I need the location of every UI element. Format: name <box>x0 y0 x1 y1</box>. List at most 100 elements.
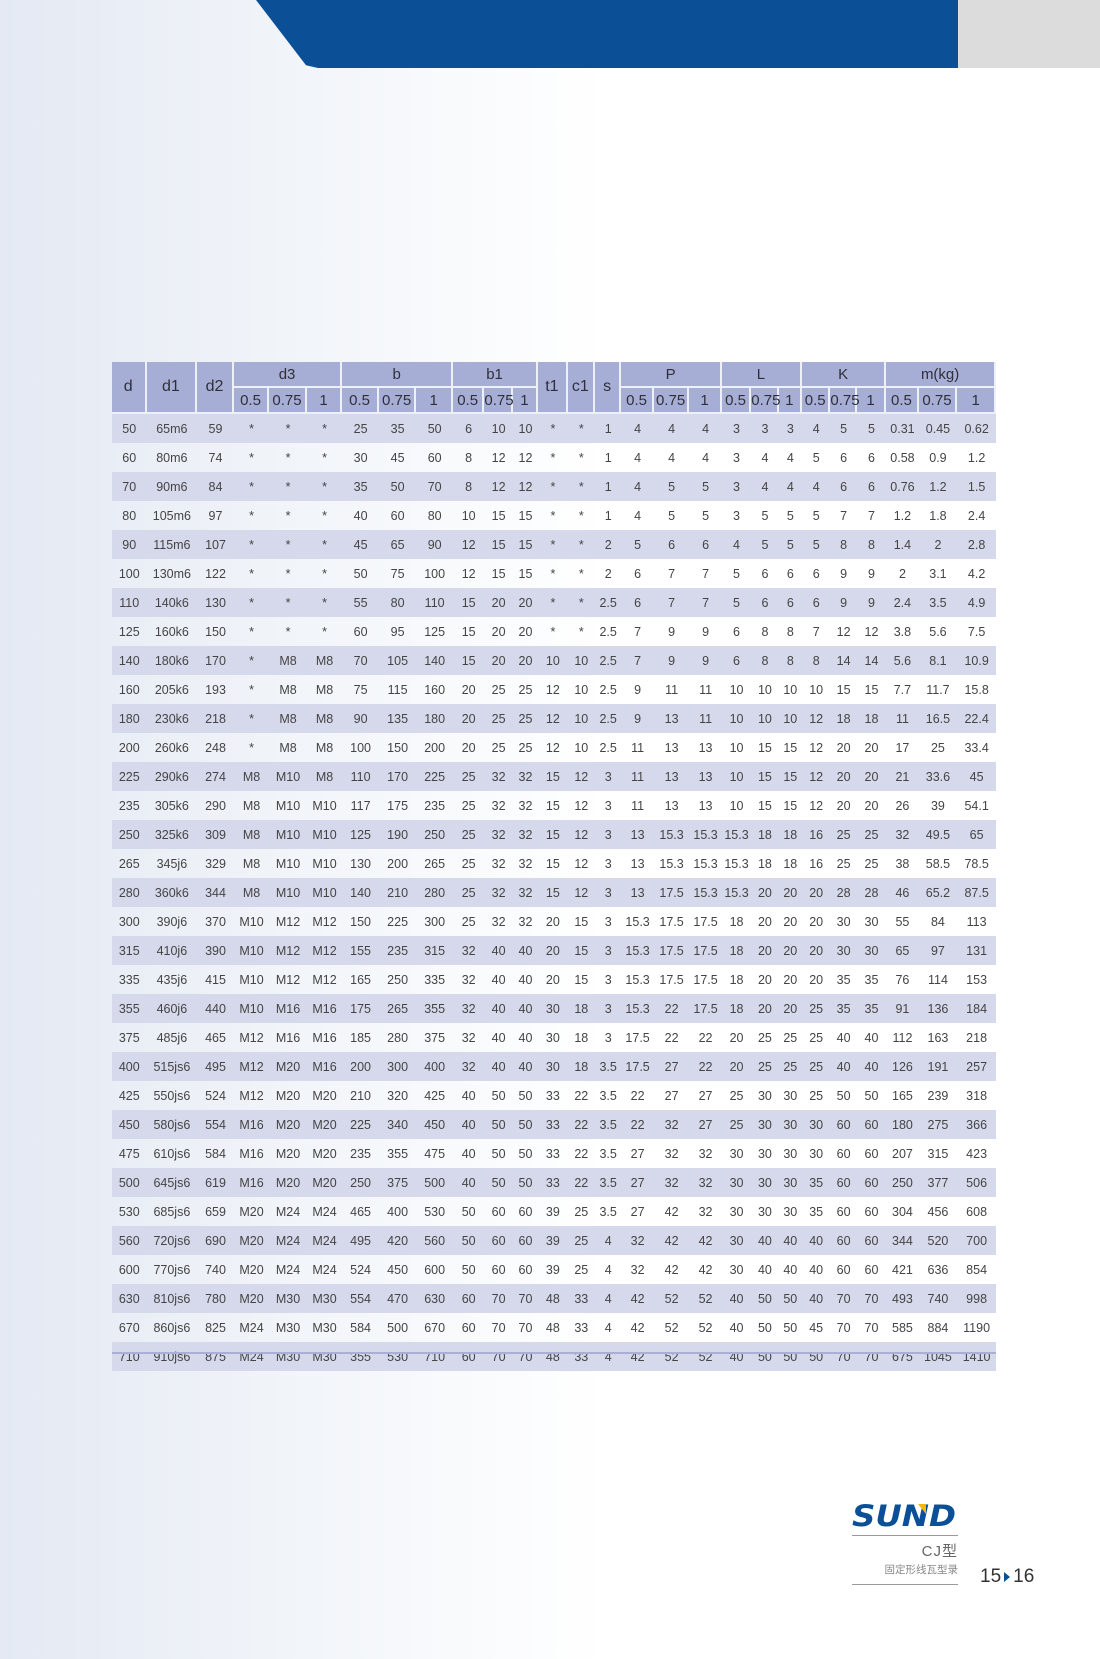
table-cell: 17.5 <box>693 972 718 987</box>
table-cell: 10 <box>721 762 752 791</box>
table-cell: 15.3 <box>653 820 690 849</box>
table-cell: 13 <box>621 878 654 907</box>
table-cell: 27 <box>664 1088 679 1103</box>
table-cell: 30 <box>836 914 851 929</box>
table-cell: 5 <box>702 508 710 523</box>
table-cell: M10 <box>269 820 307 849</box>
table-cell: 97 <box>918 936 958 965</box>
table-cell: 20 <box>809 972 824 987</box>
table-cell: M12 <box>275 914 301 929</box>
table-cell: 6 <box>634 566 642 581</box>
table-cell: 75 <box>390 566 405 581</box>
header-k: K <box>801 362 887 388</box>
table-cell: 117 <box>350 798 371 813</box>
table-cell: 32 <box>484 878 513 907</box>
table-cell: 329 <box>205 856 226 871</box>
table-cell: 30 <box>545 1030 560 1045</box>
table-row: 530 685js6 659 M20 M24 M24 465 400 530 50 60 60 39 25… <box>112 1197 996 1226</box>
table-cell: 25 <box>461 856 476 871</box>
table-cell: 300 <box>378 1052 417 1081</box>
table-cell: 15.3 <box>724 856 749 871</box>
table-cell: 60 <box>518 1262 533 1277</box>
table-cell: M30 <box>306 1284 343 1313</box>
table-cell: 13 <box>664 798 679 813</box>
table-cell: 17.5 <box>689 936 722 965</box>
table-cell: 355 <box>416 994 453 1023</box>
table-cell: 59 <box>197 414 234 443</box>
table-cell: 25 <box>830 820 857 849</box>
sund-logo: SUND <box>852 1500 956 1530</box>
table-row: 630 810js6 780 M20 M30 M30 554 470 630 60 70 70 48 33… <box>112 1284 996 1313</box>
table-cell: 25 <box>801 994 831 1023</box>
table-cell: 45 <box>342 530 379 559</box>
table-cell: 400 <box>416 1052 453 1081</box>
table-cell: 375 <box>118 1030 140 1045</box>
table-cell: 3 <box>604 856 612 871</box>
table-cell: 40 <box>512 994 539 1023</box>
table-cell: 35 <box>836 972 851 987</box>
table-cell: 250 <box>886 1168 919 1197</box>
table-cell: 30 <box>538 994 568 1023</box>
table-cell: 375 <box>424 1030 446 1045</box>
table-cell: 2 <box>604 566 612 581</box>
table-cell: 9 <box>689 646 722 675</box>
table-cell: 70 <box>830 1284 857 1313</box>
table-cell: 32 <box>698 1204 713 1219</box>
table-cell: 15.3 <box>689 820 722 849</box>
table-cell: 52 <box>653 1342 690 1371</box>
table-cell: 60 <box>836 1262 851 1277</box>
table-cell: * <box>285 508 291 523</box>
table-cell: 520 <box>918 1226 958 1255</box>
table-cell: 50 <box>452 1226 485 1255</box>
table-cell: 12 <box>836 624 851 639</box>
table-row: 280 360k6 344 M8 M10 M10 140 210 280 25 32 32 15 12 3 1… <box>112 878 996 907</box>
table-cell: 70 <box>512 1284 539 1313</box>
table-cell: 265 <box>424 856 446 871</box>
table-cell: 22 <box>621 1110 654 1139</box>
table-cell: 2.5 <box>594 588 622 617</box>
table-cell: 17.5 <box>653 878 690 907</box>
table-cell: 5 <box>761 508 769 523</box>
header-b1: b1 <box>452 362 539 388</box>
table-cell: 107 <box>197 530 234 559</box>
table-row: 70 90m6 84 * * * 35 50 70 8 12 12 * * 1 4 5 5 3 4 4 4 6 6 0.76 1.… <box>112 472 996 501</box>
table-cell: M10 <box>233 994 270 1023</box>
table-cell: 150 <box>350 914 372 929</box>
table-cell: 50 <box>491 1088 506 1103</box>
table-cell: 90 <box>416 530 453 559</box>
table-cell: 493 <box>886 1284 919 1313</box>
table-cell: 218 <box>966 1030 988 1045</box>
table-cell: M20 <box>306 1168 343 1197</box>
table-cell: 22 <box>630 1088 645 1103</box>
table-cell: 15 <box>512 530 539 559</box>
table-cell: 16 <box>809 856 824 871</box>
table-cell: 60 <box>830 1168 857 1197</box>
table-cell: 20 <box>809 914 824 929</box>
table-cell: 130 <box>350 856 372 871</box>
table-cell: 25 <box>518 682 533 697</box>
table-cell: 4 <box>801 472 831 501</box>
table-cell: 50 <box>751 1284 779 1313</box>
table-cell: 33 <box>574 1320 589 1335</box>
table-cell: M8 <box>306 646 343 675</box>
table-cell: 70 <box>112 472 147 501</box>
table-cell: 50 <box>836 1088 851 1103</box>
table-cell: 10 <box>721 704 752 733</box>
table-cell: 875 <box>197 1342 234 1371</box>
table-body: 50 65m6 59 * * * 25 35 50 6 10 10 * * 1 4 4 4 3 3 3 4 5 5 0.31 0.… <box>112 414 996 1371</box>
table-cell: 40 <box>484 1052 513 1081</box>
table-row: 300 390j6 370 M10 M12 M12 150 225 300 25 32 32 20 15 3… <box>112 907 996 936</box>
table-cell: 8 <box>830 530 857 559</box>
table-cell: 25 <box>864 856 879 871</box>
table-cell: 456 <box>927 1204 949 1219</box>
table-cell: 25 <box>721 1110 752 1139</box>
table-cell: 42 <box>653 1226 690 1255</box>
table-cell: 22 <box>653 994 690 1023</box>
table-cell: 55 <box>342 588 379 617</box>
table-cell: M8 <box>269 646 307 675</box>
table-cell: 0.58 <box>890 450 915 465</box>
table-cell: 32 <box>452 994 485 1023</box>
table-cell: 25 <box>491 682 506 697</box>
table-cell: 720js6 <box>146 1226 198 1255</box>
table-cell: 50 <box>378 472 417 501</box>
